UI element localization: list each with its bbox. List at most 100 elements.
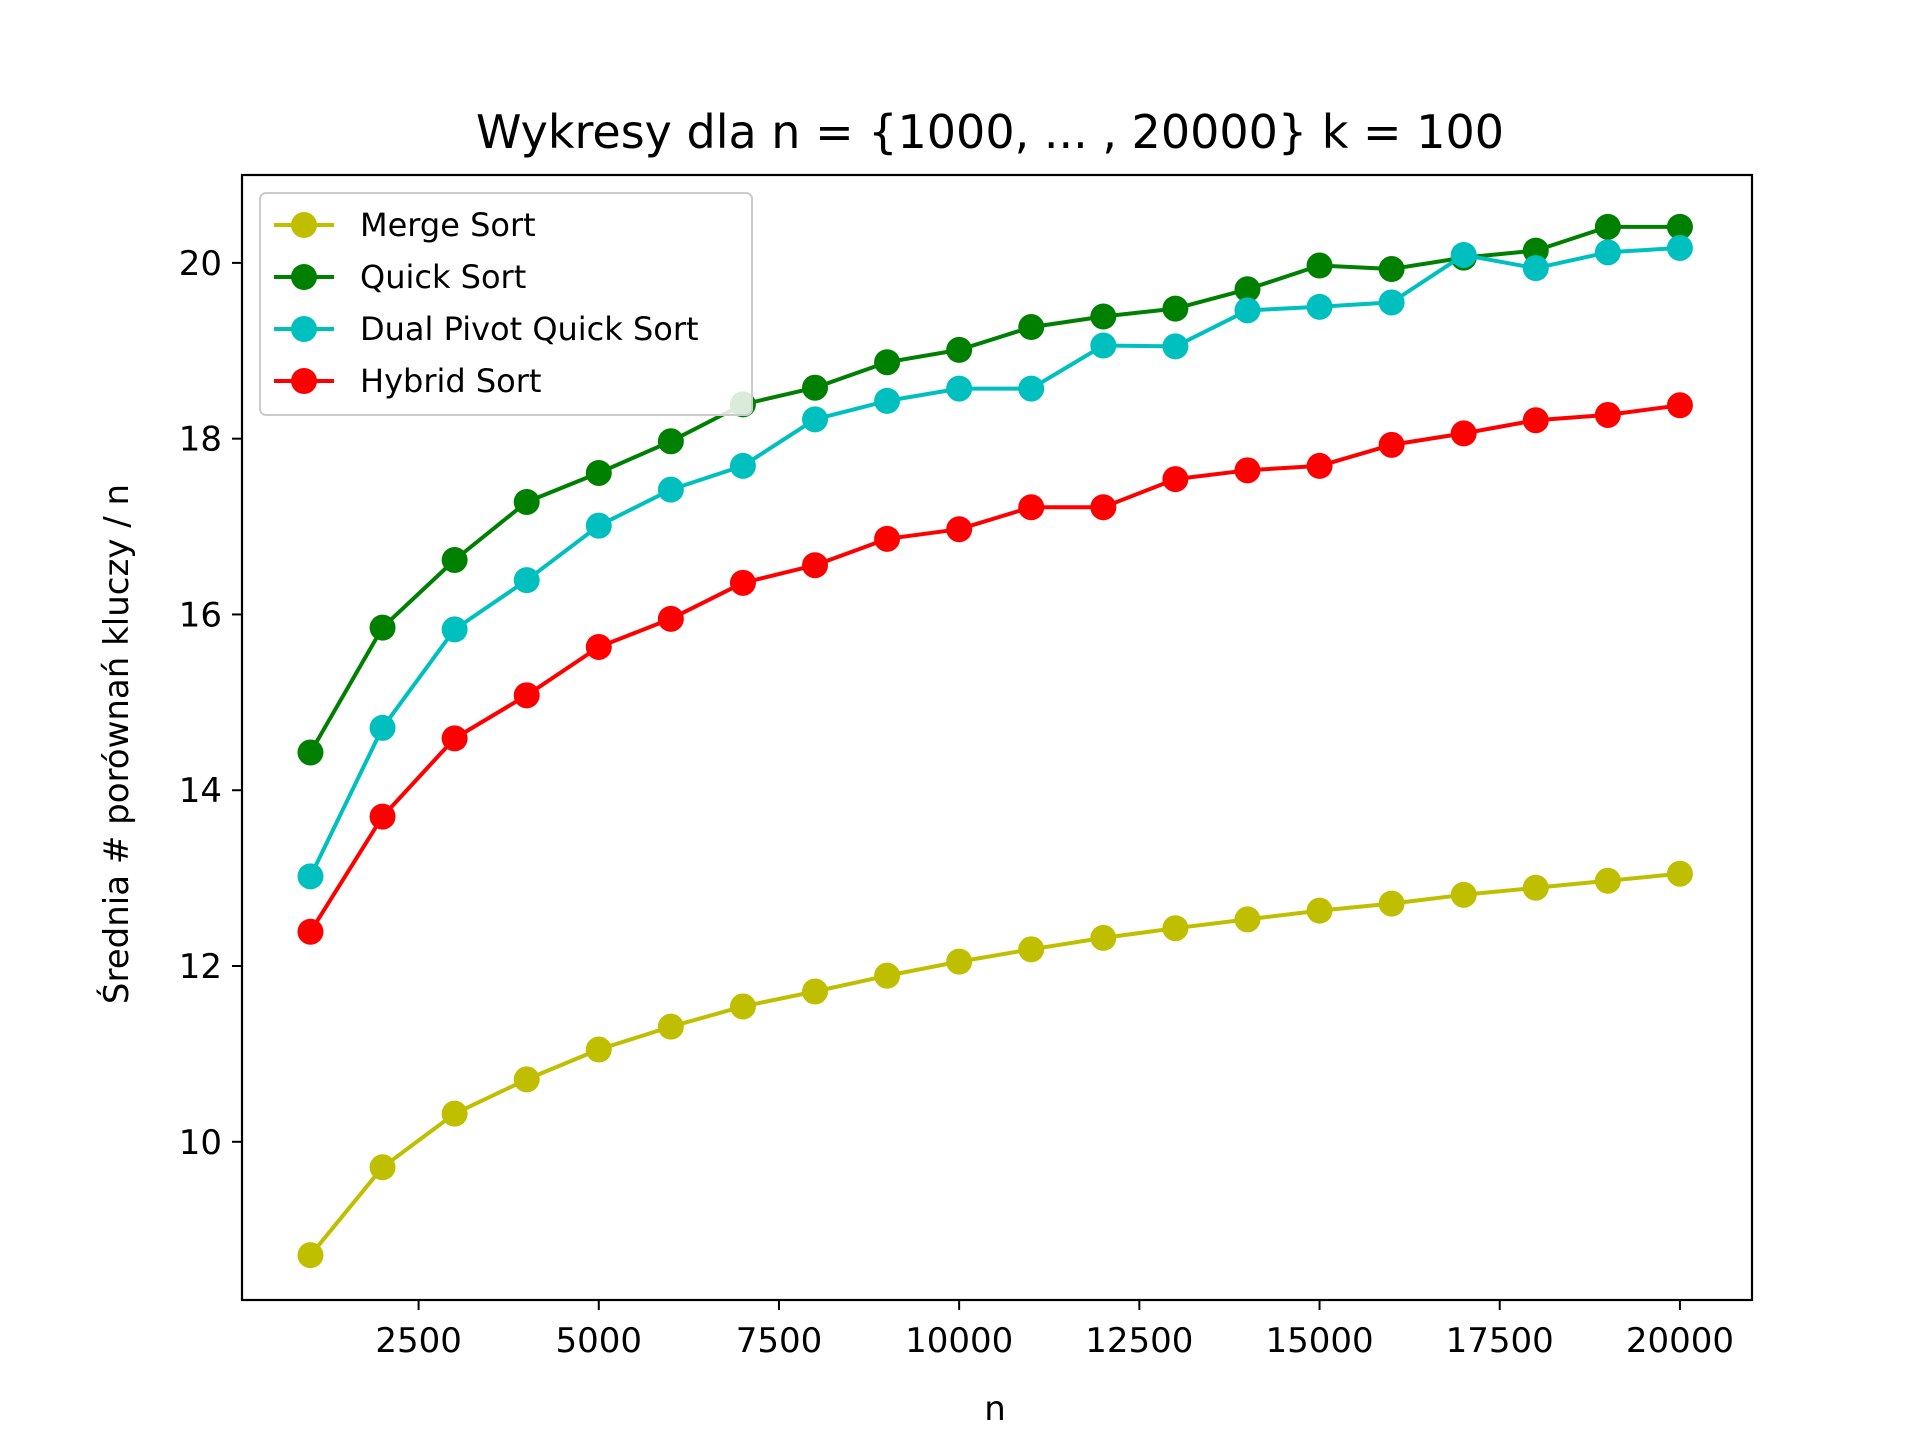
data-point — [1594, 401, 1621, 428]
data-point — [1162, 333, 1189, 360]
x-tick-label: 20000 — [1626, 1321, 1734, 1361]
legend-swatch-marker — [291, 368, 317, 394]
data-point — [946, 948, 973, 975]
data-point — [1666, 213, 1693, 240]
data-point — [513, 567, 540, 594]
y-tick-label: 10 — [179, 1123, 222, 1163]
x-tick-label: 2500 — [375, 1321, 462, 1361]
data-point — [441, 725, 468, 752]
data-point — [802, 978, 829, 1005]
data-point — [585, 633, 612, 660]
data-point — [441, 546, 468, 573]
data-point — [297, 1242, 324, 1269]
x-axis-title: n — [984, 1389, 1006, 1429]
legend-swatch-marker — [291, 264, 317, 290]
series-hybrid-sort — [297, 392, 1693, 945]
data-point — [802, 406, 829, 433]
data-point — [1162, 915, 1189, 942]
data-point — [297, 918, 324, 945]
data-point — [585, 459, 612, 486]
x-axis-ticks: 2500 5000 7500 10000 12500 15000 17500 20000 — [375, 1300, 1734, 1361]
data-point — [1090, 303, 1117, 330]
data-point — [874, 387, 901, 414]
data-point — [1378, 890, 1405, 917]
legend-box — [259, 192, 753, 416]
legend-entry: Merge Sort — [360, 206, 536, 244]
legend-entry: Quick Sort — [360, 258, 526, 296]
data-point — [1594, 239, 1621, 266]
x-tick-label: 7500 — [736, 1321, 823, 1361]
data-point — [729, 993, 756, 1020]
x-tick-label: 12500 — [1085, 1321, 1193, 1361]
data-point — [874, 525, 901, 552]
data-point — [1306, 452, 1333, 479]
data-point — [802, 552, 829, 579]
data-point — [1234, 457, 1261, 484]
data-point — [1018, 494, 1045, 521]
data-point — [657, 428, 684, 455]
data-point — [585, 1036, 612, 1063]
data-point — [585, 512, 612, 539]
data-point — [1450, 241, 1477, 268]
x-tick-label: 10000 — [905, 1321, 1013, 1361]
y-axis-title: Średnia # porównań kluczy / n — [96, 484, 137, 1004]
data-point — [441, 616, 468, 643]
legend-entry: Hybrid Sort — [360, 362, 541, 400]
legend-swatch-marker — [291, 212, 317, 238]
data-point — [1234, 276, 1261, 303]
data-point — [1522, 255, 1549, 282]
y-tick-label: 18 — [179, 420, 222, 460]
data-point — [1378, 289, 1405, 316]
data-point — [946, 375, 973, 402]
chart-title: Wykresy dla n = {1000, ... , 20000} k = … — [476, 105, 1504, 159]
data-point — [874, 349, 901, 376]
legend-swatch-marker — [291, 316, 317, 342]
x-tick-label: 5000 — [556, 1321, 643, 1361]
y-tick-label: 20 — [179, 244, 222, 284]
data-point — [946, 516, 973, 543]
x-tick-label: 15000 — [1265, 1321, 1373, 1361]
data-point — [1162, 466, 1189, 493]
data-point — [441, 1100, 468, 1127]
data-point — [802, 374, 829, 401]
data-point — [1306, 293, 1333, 320]
data-point — [1378, 431, 1405, 458]
plot-frame — [240, 173, 1754, 1302]
data-point — [1306, 897, 1333, 924]
data-point — [946, 336, 973, 363]
data-point — [1018, 375, 1045, 402]
data-point — [297, 739, 324, 766]
legend: Merge Sort Quick Sort Dual Pivot Quick Sor… — [259, 192, 753, 416]
data-point — [1234, 297, 1261, 324]
y-tick-label: 14 — [179, 771, 222, 811]
series-merge-sort — [297, 860, 1693, 1269]
data-point — [1018, 314, 1045, 341]
data-point — [657, 605, 684, 632]
data-point — [513, 488, 540, 515]
data-point — [1306, 252, 1333, 279]
data-point — [1378, 256, 1405, 283]
data-point — [657, 1013, 684, 1040]
data-point — [874, 962, 901, 989]
data-point — [1090, 494, 1117, 521]
data-point — [1090, 924, 1117, 951]
data-point — [657, 476, 684, 503]
series-dual-pivot-quick-sort — [297, 234, 1693, 890]
data-point — [1666, 392, 1693, 419]
data-point — [729, 452, 756, 479]
data-point — [369, 1154, 396, 1181]
y-tick-label: 16 — [179, 595, 222, 635]
data-point — [1162, 295, 1189, 322]
data-point — [1594, 867, 1621, 894]
data-point — [1666, 234, 1693, 261]
y-tick-label: 12 — [179, 947, 222, 987]
legend-entry: Dual Pivot Quick Sort — [360, 310, 699, 348]
data-point — [1234, 906, 1261, 933]
data-point — [1522, 407, 1549, 434]
y-axis-ticks: 10 12 14 16 18 20 — [179, 244, 242, 1163]
data-point — [1450, 881, 1477, 908]
data-point — [1666, 860, 1693, 887]
data-point — [729, 569, 756, 596]
data-point — [369, 714, 396, 741]
